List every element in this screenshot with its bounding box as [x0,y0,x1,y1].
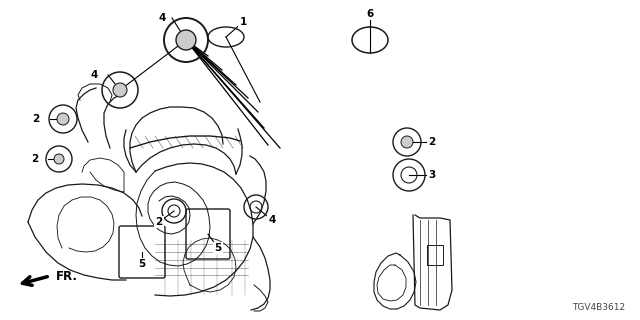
Text: FR.: FR. [56,269,78,283]
Circle shape [176,30,196,50]
Text: 2: 2 [31,154,38,164]
Circle shape [54,154,64,164]
Circle shape [401,136,413,148]
Text: 6: 6 [366,9,374,19]
Circle shape [57,113,69,125]
Text: 4: 4 [268,215,276,225]
Text: 2: 2 [33,114,40,124]
Text: 5: 5 [214,243,221,253]
Text: 1: 1 [239,17,246,27]
Text: TGV4B3612: TGV4B3612 [572,303,625,312]
Text: 4: 4 [158,13,166,23]
Circle shape [113,83,127,97]
Text: 3: 3 [428,170,436,180]
Text: 5: 5 [138,259,146,269]
Text: 2: 2 [428,137,436,147]
Text: 4: 4 [90,70,98,80]
Text: 2: 2 [156,217,163,227]
